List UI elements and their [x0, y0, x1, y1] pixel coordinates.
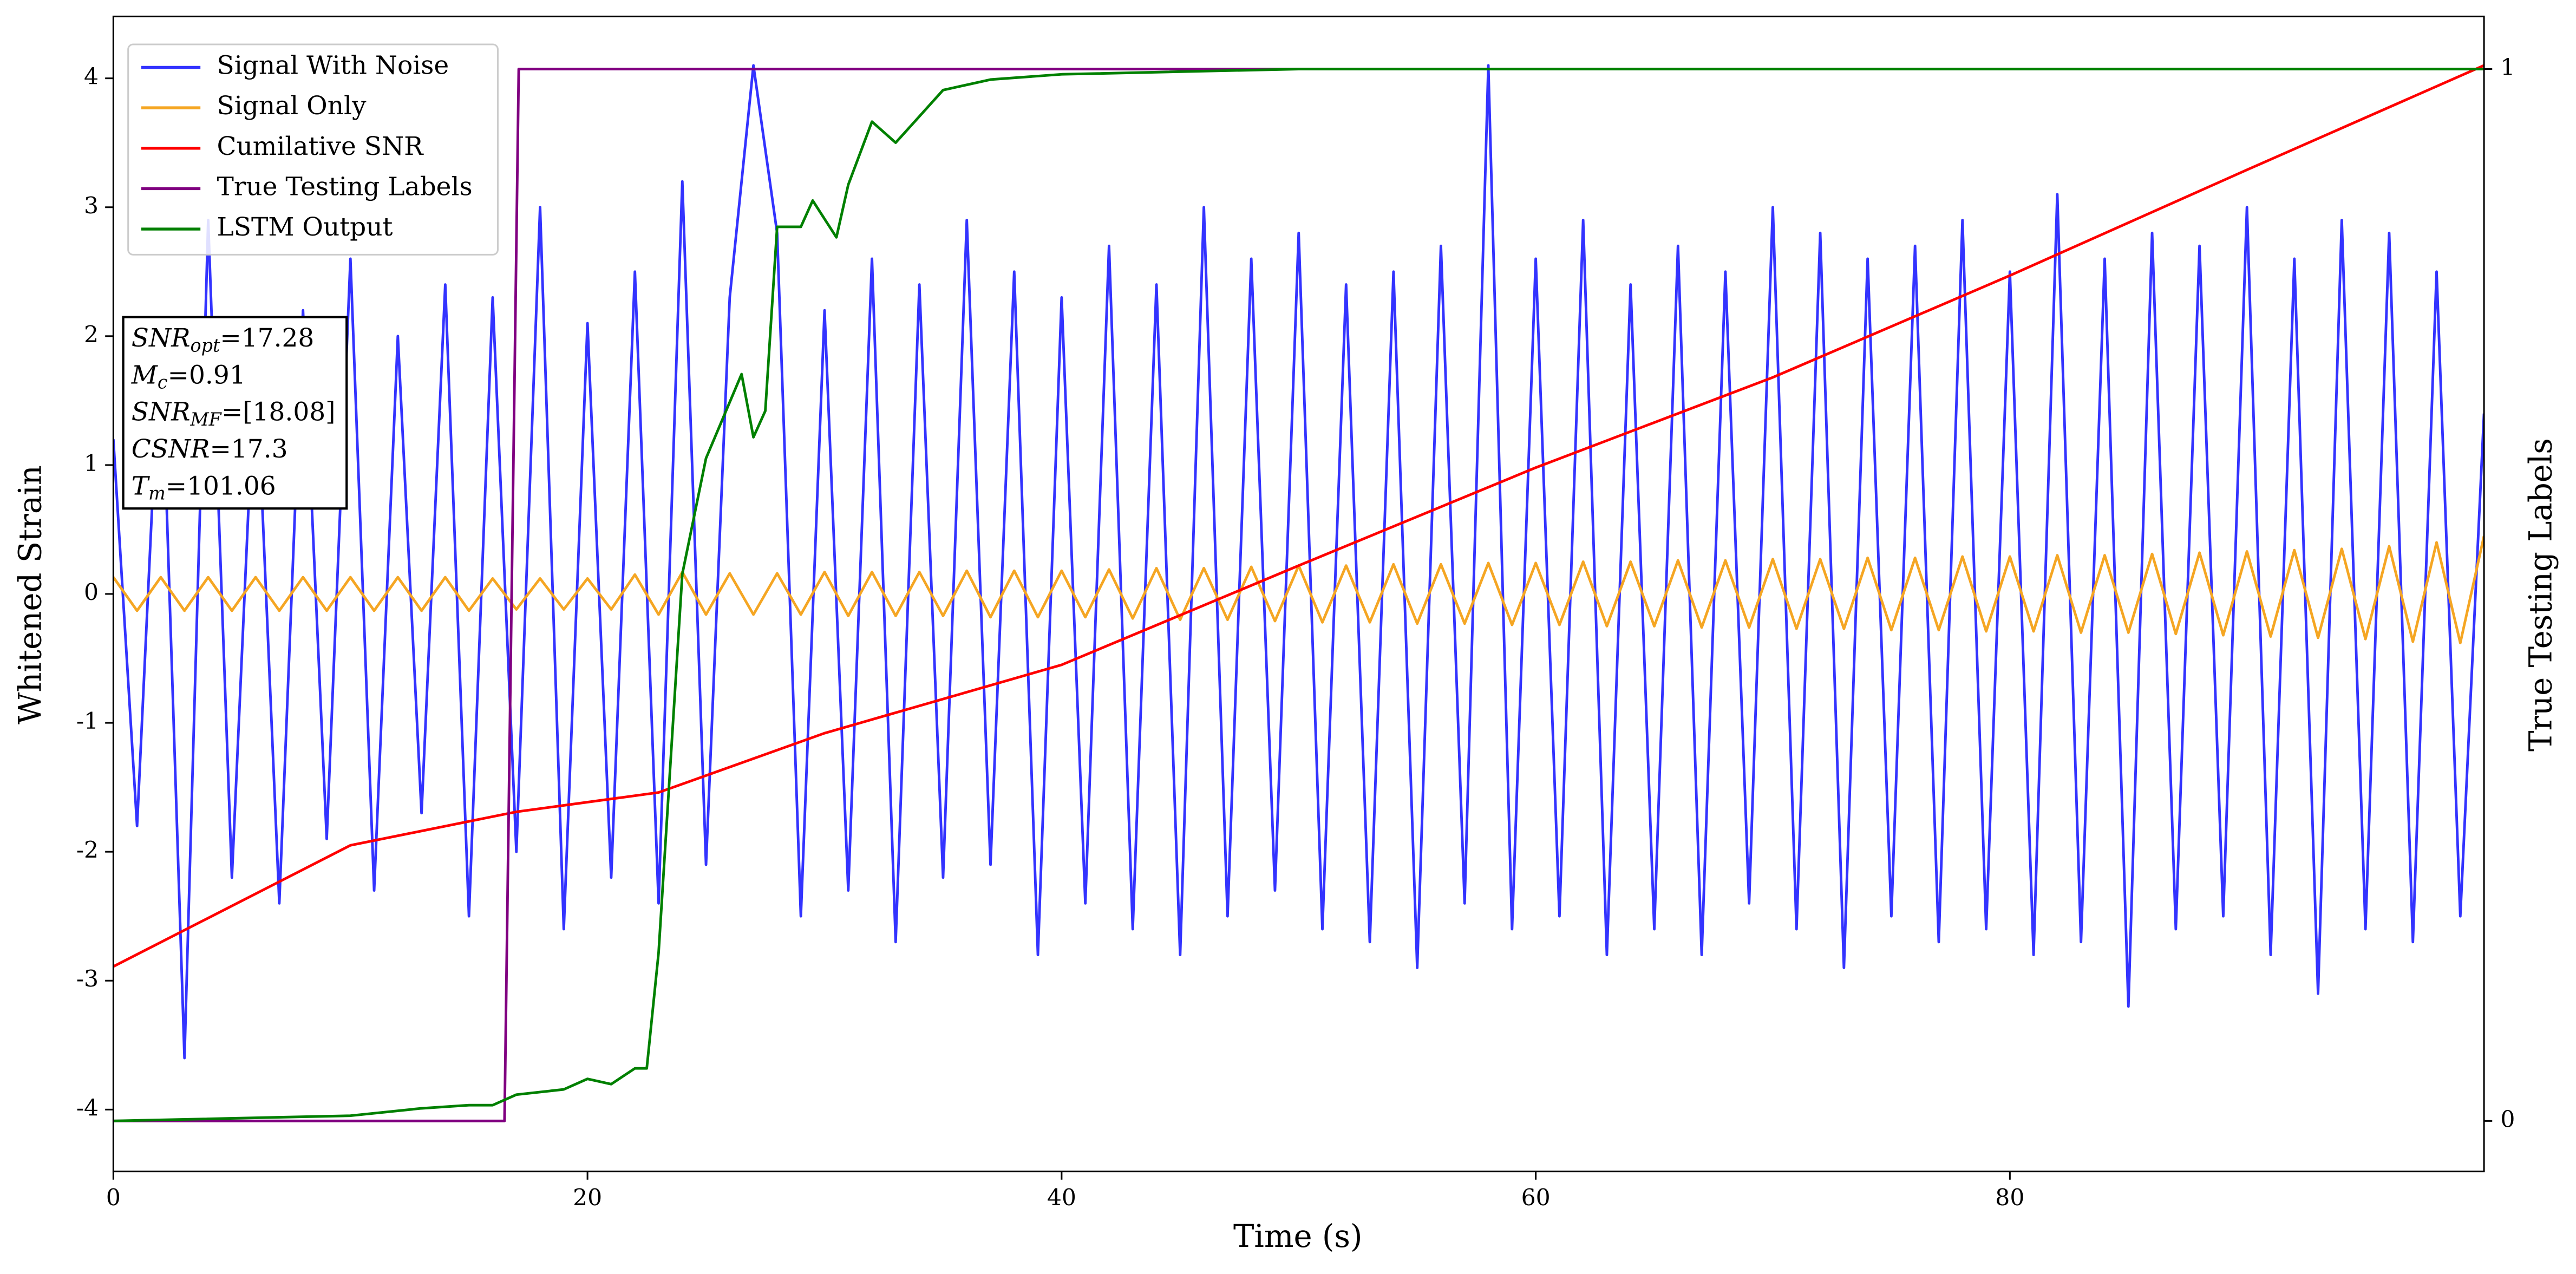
- annotation: Tm=101.06: [132, 471, 276, 504]
- annotation-symbol: T: [132, 471, 151, 501]
- x-tick-label: 20: [573, 1185, 602, 1211]
- y-tick-label: -3: [76, 966, 99, 992]
- y-axis-label: Whitened Strain: [12, 465, 49, 724]
- annotation-symbol: SNR: [132, 397, 191, 427]
- annotation-symbol: CSNR: [132, 434, 210, 464]
- y2-axis-label: True Testing Labels: [2522, 438, 2559, 752]
- x-axis-label: Time (s): [1233, 1218, 1363, 1255]
- y2-tick-label: 0: [2500, 1106, 2515, 1133]
- annotation-subscript: opt: [191, 335, 220, 356]
- y-tick-label: -2: [76, 837, 99, 864]
- legend-label: Signal Only: [217, 91, 367, 121]
- y-tick-label: -4: [76, 1095, 99, 1121]
- series-line: [113, 64, 2485, 968]
- x-tick-label: 80: [1995, 1185, 2024, 1211]
- y-tick-label: 0: [84, 579, 99, 606]
- legend-box: [127, 43, 499, 256]
- annotation: SNRopt=17.28: [132, 323, 315, 356]
- annotation-subscript: m: [148, 482, 166, 504]
- annotation-value: =17.28: [220, 323, 314, 353]
- annotation-subscript: MF: [190, 409, 223, 430]
- y-tick-label: 2: [84, 322, 99, 348]
- annotation: SNRMF=[18.08]: [132, 397, 336, 430]
- annotation: CSNR=17.3: [132, 434, 288, 464]
- annotation-value: =17.3: [210, 434, 287, 464]
- series-line: [113, 64, 2485, 1060]
- annotation-value: =101.06: [166, 471, 276, 501]
- annotation-box: [122, 316, 348, 510]
- annotation: Mc=0.91: [131, 360, 246, 393]
- legend-label: Signal With Noise: [217, 50, 449, 80]
- x-tick-label: 60: [1521, 1185, 1551, 1211]
- annotation-symbol: SNR: [132, 323, 191, 353]
- y-tick-label: 3: [84, 193, 99, 219]
- legend-label: LSTM Output: [217, 212, 393, 242]
- y-tick-label: 4: [84, 64, 99, 90]
- legend-label: Cumilative SNR: [217, 132, 424, 161]
- annotation-value: =0.91: [168, 360, 246, 390]
- x-tick-label: 0: [106, 1185, 121, 1211]
- y2-tick-label: 1: [2500, 55, 2515, 81]
- series-line: [113, 68, 2485, 1122]
- annotation-symbol: M: [131, 360, 159, 390]
- annotation-value: =[18.08]: [221, 397, 336, 427]
- y-tick-label: 1: [84, 450, 99, 477]
- x-tick-label: 40: [1047, 1185, 1076, 1211]
- y-tick-label: -1: [76, 708, 99, 735]
- annotation-subscript: c: [158, 372, 168, 393]
- legend-label: True Testing Labels: [217, 172, 473, 201]
